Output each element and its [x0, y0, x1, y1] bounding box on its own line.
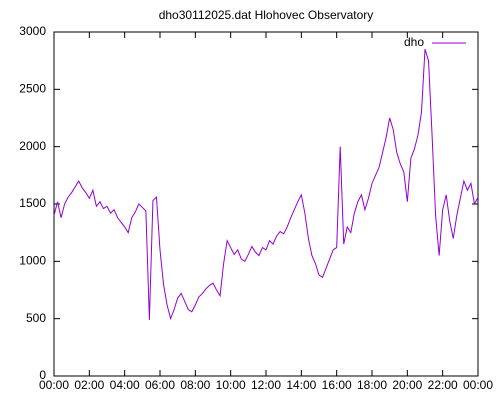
x-tick-label: 10:00	[216, 378, 246, 392]
x-tick-label: 16:00	[322, 378, 352, 392]
chart-title: dho30112025.dat Hlohovec Observatory	[159, 8, 374, 22]
x-tick-label: 00:00	[39, 378, 69, 392]
plot-border	[53, 31, 479, 377]
x-tick-label: 22:00	[428, 378, 458, 392]
y-tick-label: 1500	[19, 196, 46, 210]
y-tick-label: 1000	[19, 254, 46, 268]
y-tick-label: 2500	[19, 82, 46, 96]
x-tick-label: 14:00	[286, 378, 316, 392]
x-tick-label: 12:00	[251, 378, 281, 392]
legend-label: dho	[404, 35, 424, 49]
x-tick-label: 08:00	[180, 378, 210, 392]
data-line	[53, 49, 479, 321]
y-tick-label: 3000	[19, 24, 46, 38]
y-tick-label: 2000	[19, 139, 46, 153]
x-tick-label: 02:00	[74, 378, 104, 392]
y-tick-label: 500	[26, 311, 46, 325]
x-tick-label: 00:00	[463, 378, 493, 392]
x-tick-label: 06:00	[145, 378, 175, 392]
x-tick-label: 18:00	[357, 378, 387, 392]
y-tick-label: 0	[39, 368, 46, 382]
x-tick-label: 20:00	[392, 378, 422, 392]
x-tick-label: 04:00	[110, 378, 140, 392]
